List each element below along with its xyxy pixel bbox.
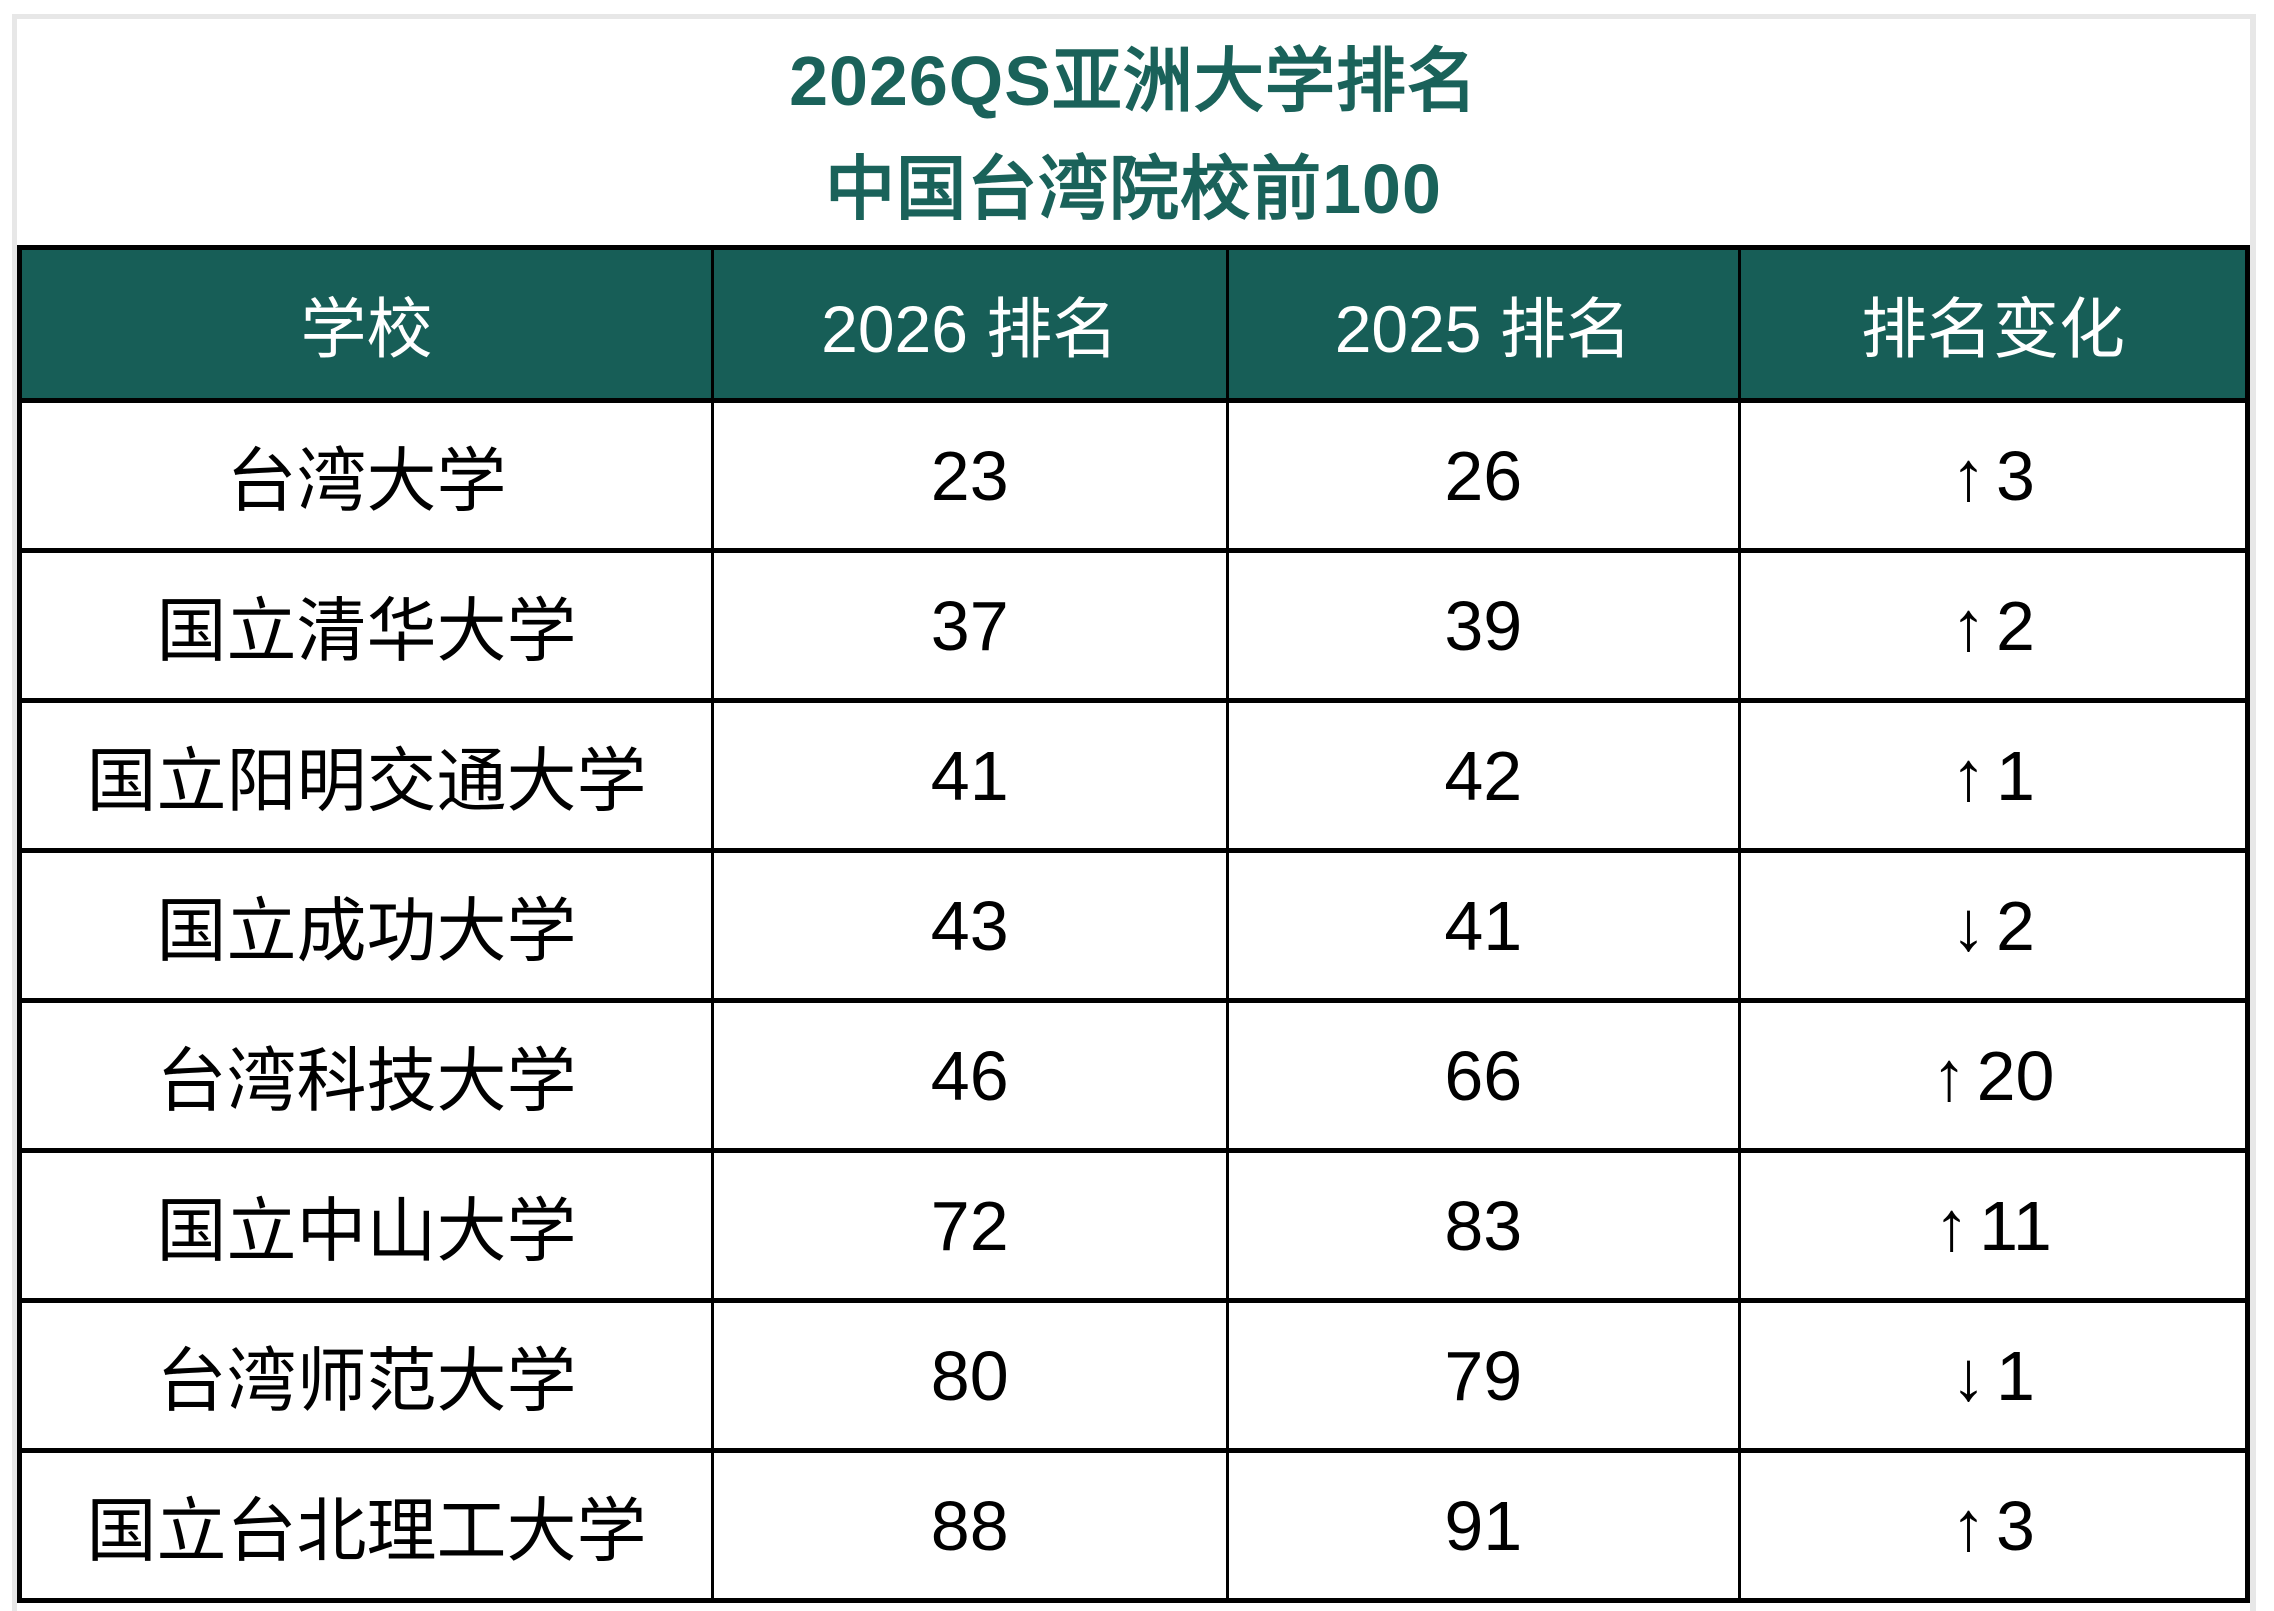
change-value: 1 [1996, 736, 2035, 815]
rank-change-cell: ↓ 2 [1738, 848, 2249, 1003]
rank-change-cell: ↑ 20 [1738, 998, 2249, 1153]
ranking-table: 学校 2026 排名 2025 排名 排名变化 台湾大学 23 26 ↑ 3 国立… [17, 245, 2250, 1603]
change-value: 3 [1996, 436, 2035, 515]
school-name-cell: 国立清华大学 [18, 548, 714, 703]
rank-2026-cell: 43 [710, 848, 1229, 1003]
rank-2025-cell: 91 [1225, 1448, 1742, 1603]
header-rank-change: 排名变化 [1738, 245, 2249, 403]
school-name-cell: 台湾师范大学 [18, 1298, 714, 1453]
change-arrow-icon: ↓ [1951, 1336, 1987, 1415]
change-value: 1 [1996, 1336, 2035, 1415]
rank-2026-cell: 41 [710, 698, 1229, 853]
table-row: 国立阳明交通大学 41 42 ↑ 1 [18, 698, 2249, 853]
change-arrow-icon: ↑ [1951, 436, 1987, 515]
school-name-cell: 国立中山大学 [18, 1148, 714, 1303]
rank-change-cell: ↑ 3 [1738, 398, 2249, 553]
rank-2026-cell: 80 [710, 1298, 1229, 1453]
change-arrow-icon: ↑ [1951, 1486, 1987, 1565]
table-row: 台湾科技大学 46 66 ↑ 20 [18, 998, 2249, 1153]
rank-2026-cell: 23 [710, 398, 1229, 553]
school-name-cell: 台湾大学 [18, 398, 714, 553]
school-name-cell: 国立阳明交通大学 [18, 698, 714, 853]
change-value: 2 [1996, 886, 2035, 965]
spreadsheet-area: 2026QS亚洲大学排名 中国台湾院校前100 学校 2026 排名 2025 … [12, 14, 2256, 1611]
change-arrow-icon: ↑ [1934, 1186, 1970, 1265]
table-row: 国立台北理工大学 88 91 ↑ 3 [18, 1448, 2249, 1603]
change-value: 11 [1979, 1186, 2052, 1265]
rank-change-cell: ↑ 3 [1738, 1448, 2249, 1603]
change-arrow-icon: ↓ [1951, 886, 1987, 965]
school-name-cell: 台湾科技大学 [18, 998, 714, 1153]
rank-2025-cell: 42 [1225, 698, 1742, 853]
rank-2026-cell: 88 [710, 1448, 1229, 1603]
title-line-1: 2026QS亚洲大学排名 [789, 42, 1478, 120]
rank-2026-cell: 72 [710, 1148, 1229, 1303]
table-row: 台湾大学 23 26 ↑ 3 [18, 398, 2249, 553]
header-rank-2025: 2025 排名 [1225, 245, 1742, 403]
rank-change-cell: ↑ 2 [1738, 548, 2249, 703]
table-row: 国立中山大学 72 83 ↑ 11 [18, 1148, 2249, 1303]
change-value: 2 [1996, 586, 2035, 665]
school-name-cell: 国立成功大学 [18, 848, 714, 1003]
table-header-row: 学校 2026 排名 2025 排名 排名变化 [18, 245, 2249, 403]
school-name-cell: 国立台北理工大学 [18, 1448, 714, 1603]
change-arrow-icon: ↑ [1951, 736, 1987, 815]
change-value: 20 [1976, 1036, 2055, 1115]
title-line-2: 中国台湾院校前100 [825, 150, 1442, 228]
rank-2025-cell: 79 [1225, 1298, 1742, 1453]
rank-2026-cell: 46 [710, 998, 1229, 1153]
change-arrow-icon: ↑ [1951, 586, 1987, 665]
rank-change-cell: ↑ 11 [1738, 1148, 2249, 1303]
rank-2025-cell: 41 [1225, 848, 1742, 1003]
table-row: 国立清华大学 37 39 ↑ 2 [18, 548, 2249, 703]
header-rank-2026: 2026 排名 [710, 245, 1229, 403]
change-arrow-icon: ↑ [1931, 1036, 1967, 1115]
rank-2025-cell: 26 [1225, 398, 1742, 553]
rank-2025-cell: 83 [1225, 1148, 1742, 1303]
rank-change-cell: ↓ 1 [1738, 1298, 2249, 1453]
table-row: 台湾师范大学 80 79 ↓ 1 [18, 1298, 2249, 1453]
rank-2025-cell: 39 [1225, 548, 1742, 703]
page-title: 2026QS亚洲大学排名 中国台湾院校前100 [17, 19, 2250, 245]
rank-2026-cell: 37 [710, 548, 1229, 703]
rank-change-cell: ↑ 1 [1738, 698, 2249, 853]
header-school: 学校 [18, 245, 714, 403]
change-value: 3 [1996, 1486, 2035, 1565]
rank-2025-cell: 66 [1225, 998, 1742, 1153]
table-row: 国立成功大学 43 41 ↓ 2 [18, 848, 2249, 1003]
